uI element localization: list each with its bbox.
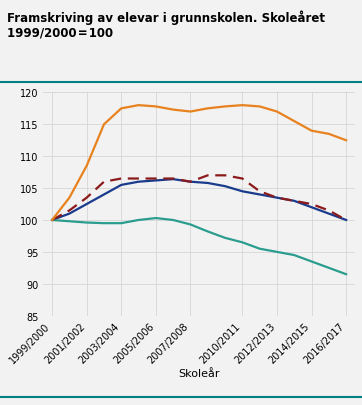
X-axis label: Skoleår: Skoleår	[178, 368, 220, 378]
Text: Framskriving av elevar i grunnskolen. Skoleåret
1999/2000 = 100: Framskriving av elevar i grunnskolen. Sk…	[7, 10, 325, 40]
